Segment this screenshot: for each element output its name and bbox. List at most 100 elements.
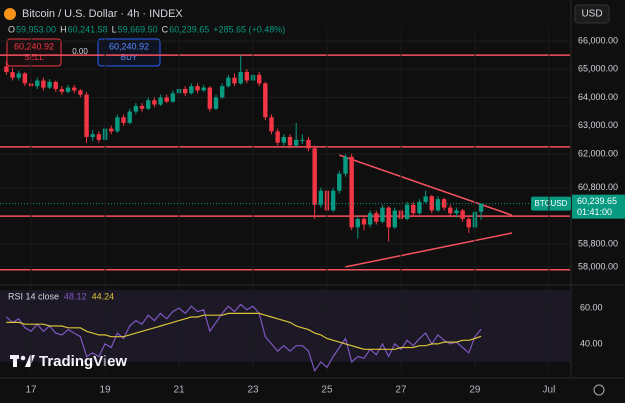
candle-body: [275, 131, 280, 143]
logo-shape: [25, 355, 35, 367]
y-tick-label: 58,800.00: [578, 239, 618, 249]
candle-body: [269, 117, 274, 132]
y-tick-label: 58,000.00: [578, 261, 618, 271]
x-tick-label: Jul: [543, 385, 556, 396]
symbol-tag-text: BTCUSD: [535, 199, 568, 208]
legend-value: 59,953.00: [16, 24, 56, 34]
indicator-value: 44.24: [92, 291, 115, 301]
candle-body: [213, 97, 219, 109]
candle-body: [152, 100, 157, 105]
candle-body: [109, 128, 114, 132]
y-tick-label: 60,800.00: [578, 182, 618, 192]
candle-body: [435, 199, 441, 211]
buy-button[interactable]: [97, 38, 161, 67]
candle-body: [330, 190, 336, 211]
candle-body: [121, 117, 126, 123]
candle-body: [41, 80, 46, 88]
candle-body: [306, 139, 311, 149]
candle-body: [115, 117, 120, 132]
candle-body: [10, 72, 15, 78]
candle-body: [429, 196, 434, 211]
candle-body: [146, 100, 151, 109]
candle-body: [263, 83, 268, 118]
y-tick-label: 63,000.00: [578, 120, 618, 130]
candle-body: [349, 156, 354, 228]
logo-shape: [20, 355, 26, 361]
candle-body: [164, 97, 169, 102]
candle-body: [448, 207, 453, 214]
indicator-value: 48.12: [64, 291, 87, 301]
candle-body: [195, 86, 200, 91]
candle-body: [90, 134, 95, 138]
x-tick-label: 29: [469, 385, 481, 396]
buy-label: BUY: [121, 53, 138, 62]
candle-body: [300, 139, 305, 141]
candle-body: [337, 173, 342, 191]
spread: 0.00: [72, 47, 88, 56]
candle-body: [139, 105, 145, 109]
legend-value: 60,239.65: [169, 24, 209, 34]
candle-body: [386, 207, 391, 228]
candle-body: [47, 81, 52, 88]
candle-body: [312, 148, 317, 205]
trend-line: [345, 232, 513, 268]
y-tick-label: 64,000.00: [578, 92, 618, 102]
candle-body: [96, 134, 102, 140]
candle-body: [201, 87, 206, 91]
candle-body: [189, 86, 194, 94]
candle-body: [35, 80, 40, 87]
candle-body: [404, 204, 410, 219]
candle-body: [127, 111, 132, 123]
y-tick-label: 60.00: [580, 302, 603, 312]
legend-key: C: [162, 24, 169, 34]
candle-body: [65, 87, 71, 92]
x-tick-label: 27: [395, 385, 407, 396]
candle-body: [53, 81, 58, 89]
candle-body: [287, 137, 293, 146]
logo-shape: [13, 355, 17, 367]
candle-body: [417, 201, 422, 214]
sell-price: 60,240.92: [14, 41, 54, 51]
sell-button[interactable]: [6, 38, 62, 67]
sell-label: SELL: [24, 53, 44, 62]
settings-icon[interactable]: [593, 384, 605, 396]
candle-body: [232, 77, 237, 84]
x-tick-label: 19: [99, 385, 111, 396]
candle-body: [207, 87, 213, 109]
candle-body: [411, 204, 416, 214]
legend-key: O: [8, 24, 15, 34]
buy-price: 60,240.92: [109, 41, 149, 51]
candle-body: [367, 213, 373, 225]
candle-body: [343, 156, 348, 174]
candle-body: [374, 213, 379, 222]
y-tick-label: 65,000.00: [578, 64, 618, 74]
candle-body: [355, 218, 360, 228]
currency: USD: [581, 9, 602, 20]
y-tick-label: 66,000.00: [578, 35, 618, 45]
candle-body: [219, 86, 225, 98]
candle-body: [361, 218, 367, 225]
candle-body: [380, 207, 385, 222]
candle-body: [466, 218, 471, 228]
candle-body: [4, 66, 9, 73]
candle-body: [318, 190, 324, 205]
candle-body: [256, 74, 262, 84]
symbol-tag: [531, 196, 571, 211]
candle-body: [59, 88, 65, 92]
candle-body: [170, 93, 176, 102]
x-tick-label: 17: [26, 385, 38, 396]
candle-body: [78, 90, 83, 95]
candle-body: [454, 210, 459, 214]
candle-body: [244, 72, 250, 81]
candle-body: [478, 203, 484, 212]
indicator-title: RSI 14 close: [8, 291, 59, 301]
change: +285.65 (+0.48%): [213, 24, 285, 34]
legend-value: 60,241.58: [68, 24, 108, 34]
legend-value: 59,669.50: [118, 24, 158, 34]
symbol-title: Bitcoin / U.S. Dollar · 4h · INDEX: [22, 8, 183, 20]
symbol-icon: [4, 8, 16, 20]
candle-body: [460, 210, 465, 219]
currency-button[interactable]: [574, 4, 610, 24]
y-tick-label: 62,000.00: [578, 148, 618, 158]
indicator-line: [6, 312, 482, 350]
